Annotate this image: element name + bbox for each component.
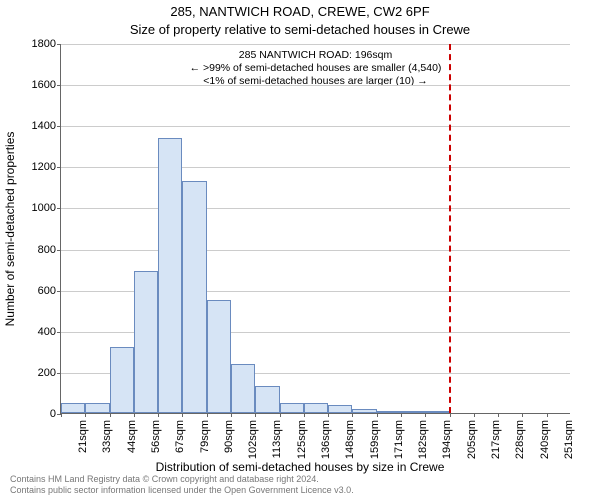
xtick-mark bbox=[328, 413, 329, 417]
xtick-mark bbox=[304, 413, 305, 417]
xtick-mark bbox=[134, 413, 135, 417]
gridline bbox=[61, 250, 570, 251]
histogram-bar bbox=[425, 411, 449, 413]
histogram-bar bbox=[328, 405, 352, 413]
ytick-mark bbox=[57, 250, 61, 251]
page-suptitle: 285, NANTWICH ROAD, CREWE, CW2 6PF bbox=[0, 4, 600, 19]
xtick-label: 228sqm bbox=[514, 420, 526, 459]
xtick-mark bbox=[450, 413, 451, 417]
histogram-bar bbox=[110, 347, 134, 413]
ytick-label: 1200 bbox=[6, 161, 56, 173]
x-axis-label: Distribution of semi-detached houses by … bbox=[0, 460, 600, 474]
histogram-bar bbox=[377, 411, 401, 413]
ytick-label: 800 bbox=[6, 244, 56, 256]
chart-annotation: 285 NANTWICH ROAD: 196sqm ← >99% of semi… bbox=[61, 49, 570, 88]
annotation-line-2: ← >99% of semi-detached houses are small… bbox=[61, 62, 570, 75]
xtick-label: 159sqm bbox=[369, 420, 381, 459]
ytick-label: 1000 bbox=[6, 202, 56, 214]
annotation-line-1: 285 NANTWICH ROAD: 196sqm bbox=[61, 49, 570, 62]
ytick-mark bbox=[57, 291, 61, 292]
gridline bbox=[61, 85, 570, 86]
chart-plot-area: 285 NANTWICH ROAD: 196sqm ← >99% of semi… bbox=[60, 44, 570, 414]
xtick-mark bbox=[377, 413, 378, 417]
gridline bbox=[61, 208, 570, 209]
histogram-bar bbox=[61, 403, 85, 413]
histogram-bar bbox=[255, 386, 279, 413]
xtick-mark bbox=[498, 413, 499, 417]
xtick-mark bbox=[182, 413, 183, 417]
xtick-label: 90sqm bbox=[223, 420, 235, 453]
xtick-mark bbox=[158, 413, 159, 417]
ytick-mark bbox=[57, 332, 61, 333]
ytick-mark bbox=[57, 126, 61, 127]
ytick-mark bbox=[57, 44, 61, 45]
footer-line-1: Contains HM Land Registry data © Crown c… bbox=[10, 474, 354, 485]
xtick-mark bbox=[231, 413, 232, 417]
xtick-label: 113sqm bbox=[271, 420, 283, 458]
ytick-mark bbox=[57, 373, 61, 374]
ytick-label: 0 bbox=[6, 408, 56, 420]
histogram-bar bbox=[85, 403, 109, 413]
xtick-label: 67sqm bbox=[174, 420, 186, 453]
xtick-label: 182sqm bbox=[417, 420, 429, 459]
xtick-mark bbox=[352, 413, 353, 417]
xtick-label: 136sqm bbox=[320, 420, 332, 459]
xtick-label: 194sqm bbox=[441, 420, 453, 459]
xtick-mark bbox=[425, 413, 426, 417]
xtick-mark bbox=[110, 413, 111, 417]
histogram-bar bbox=[401, 411, 425, 413]
ytick-label: 1800 bbox=[6, 38, 56, 50]
xtick-mark bbox=[85, 413, 86, 417]
xtick-label: 251sqm bbox=[563, 420, 575, 459]
reference-line bbox=[449, 44, 451, 413]
footer-attribution: Contains HM Land Registry data © Crown c… bbox=[10, 474, 354, 496]
xtick-label: 79sqm bbox=[199, 420, 211, 453]
histogram-bar bbox=[352, 409, 376, 413]
xtick-label: 21sqm bbox=[77, 420, 89, 453]
xtick-label: 171sqm bbox=[393, 420, 405, 459]
xtick-mark bbox=[255, 413, 256, 417]
histogram-bar bbox=[182, 181, 206, 413]
xtick-mark bbox=[61, 413, 62, 417]
ytick-label: 1600 bbox=[6, 79, 56, 91]
xtick-label: 102sqm bbox=[247, 420, 259, 459]
xtick-label: 125sqm bbox=[296, 420, 308, 459]
annotation-line-3: <1% of semi-detached houses are larger (… bbox=[61, 75, 570, 88]
xtick-mark bbox=[280, 413, 281, 417]
ytick-label: 1400 bbox=[6, 120, 56, 132]
histogram-bar bbox=[134, 271, 158, 413]
gridline bbox=[61, 126, 570, 127]
xtick-mark bbox=[522, 413, 523, 417]
xtick-mark bbox=[474, 413, 475, 417]
histogram-bar bbox=[158, 138, 182, 413]
histogram-bar bbox=[207, 300, 231, 413]
histogram-bar bbox=[280, 403, 304, 413]
xtick-label: 148sqm bbox=[344, 420, 356, 459]
xtick-label: 240sqm bbox=[539, 420, 551, 459]
xtick-mark bbox=[207, 413, 208, 417]
chart-title: Size of property relative to semi-detach… bbox=[0, 22, 600, 37]
xtick-mark bbox=[547, 413, 548, 417]
ytick-label: 200 bbox=[6, 367, 56, 379]
ytick-label: 600 bbox=[6, 285, 56, 297]
xtick-label: 56sqm bbox=[150, 420, 162, 453]
xtick-label: 217sqm bbox=[490, 420, 502, 459]
footer-line-2: Contains public sector information licen… bbox=[10, 485, 354, 496]
ytick-mark bbox=[57, 208, 61, 209]
xtick-label: 205sqm bbox=[466, 420, 478, 459]
histogram-bar bbox=[304, 403, 328, 413]
gridline bbox=[61, 167, 570, 168]
ytick-label: 400 bbox=[6, 326, 56, 338]
ytick-mark bbox=[57, 85, 61, 86]
xtick-label: 44sqm bbox=[126, 420, 138, 453]
xtick-label: 33sqm bbox=[101, 420, 113, 453]
gridline bbox=[61, 44, 570, 45]
ytick-mark bbox=[57, 167, 61, 168]
xtick-mark bbox=[401, 413, 402, 417]
histogram-bar bbox=[231, 364, 255, 413]
